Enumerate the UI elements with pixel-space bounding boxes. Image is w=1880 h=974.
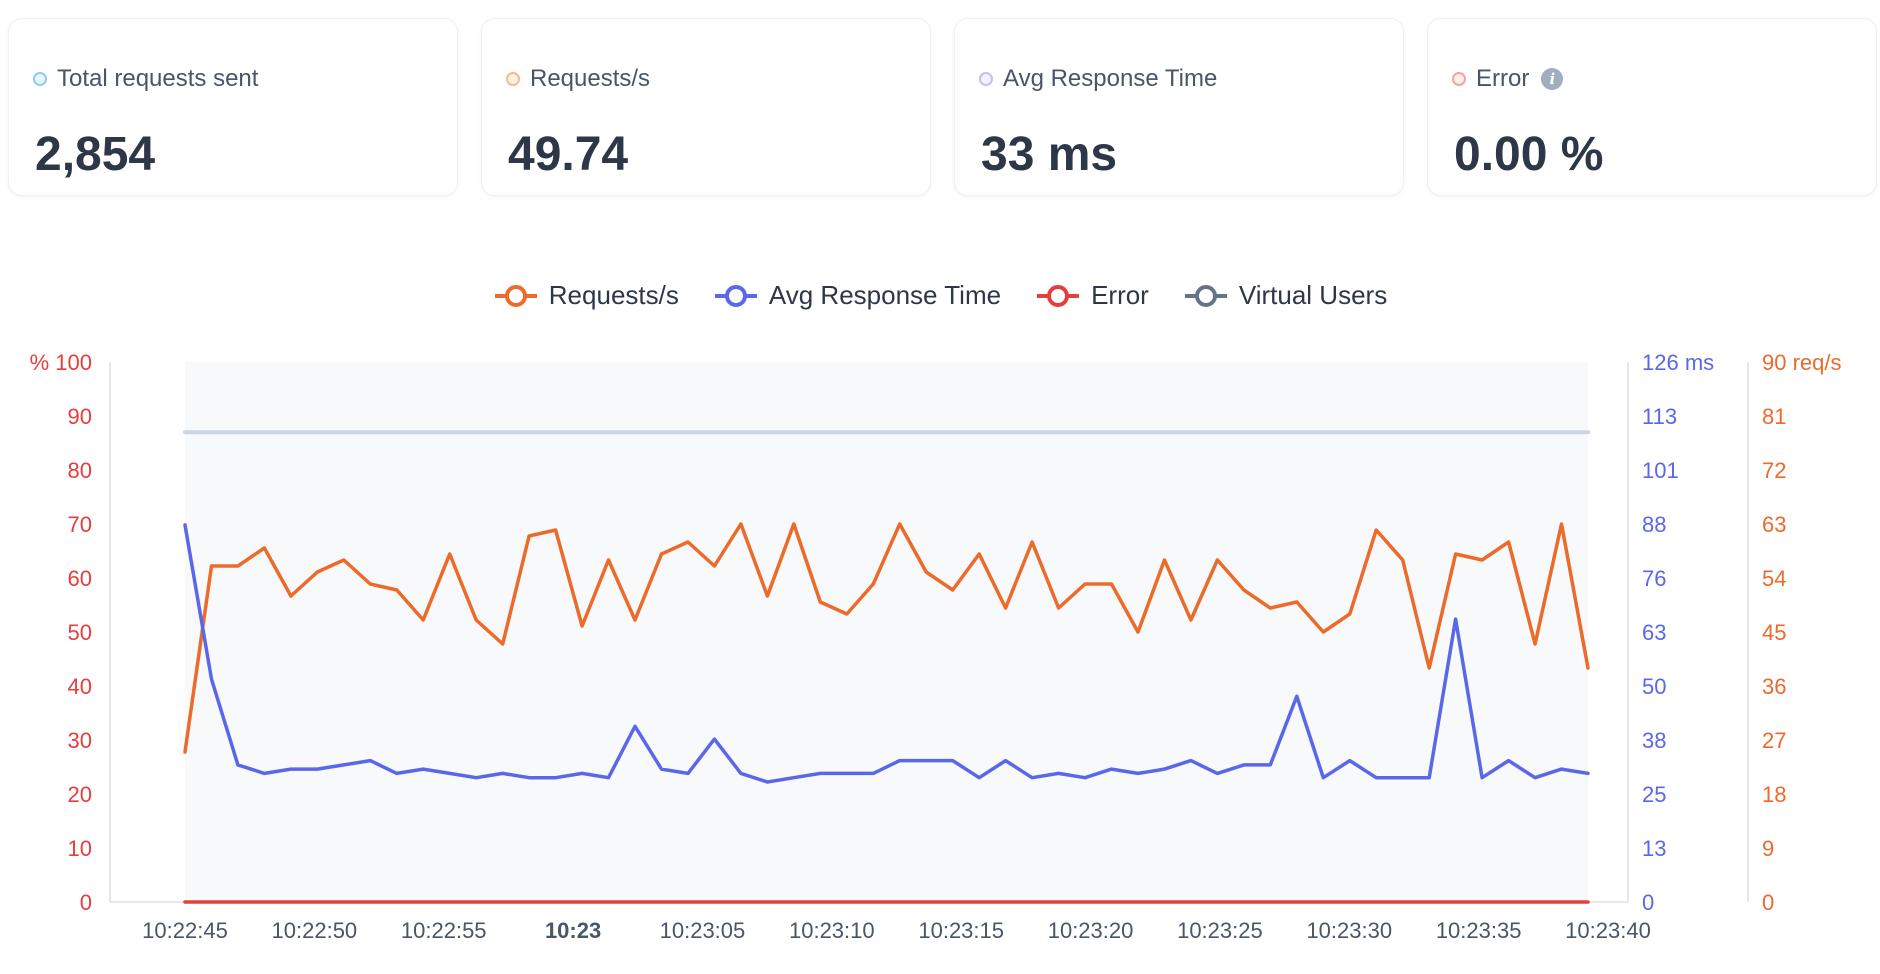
legend-item-requests[interactable]: Requests/s: [493, 280, 679, 311]
legend-marker-icon: [494, 284, 537, 307]
legend-label: Requests/s: [548, 280, 679, 310]
right-axis-reqs-tick-label: 9: [1762, 836, 1774, 861]
right-axis-reqs-tick-label: 63: [1762, 512, 1786, 537]
x-axis-tick-label: 10:23:25: [1177, 918, 1263, 943]
legend-item-virtual-users[interactable]: Virtual Users: [1183, 280, 1387, 311]
left-axis-tick-label: 20: [68, 782, 92, 807]
card-avg-response-time: Avg Response Time 33 ms: [954, 18, 1404, 196]
card-value: 0.00 %: [1454, 128, 1604, 181]
legend-label: Virtual Users: [1238, 280, 1388, 310]
x-axis-tick-label: 10:23:40: [1565, 918, 1651, 943]
right-axis-reqs-tick-label: 18: [1762, 782, 1786, 807]
legend-label: Error: [1091, 280, 1149, 310]
right-axis-reqs-tick-label: 54: [1762, 566, 1786, 591]
right-axis-ms-tick-label: 63: [1642, 620, 1666, 645]
x-axis-tick-label: 10:23:05: [660, 918, 746, 943]
card-value: 33 ms: [981, 128, 1118, 181]
card-header: Total requests sent: [33, 65, 258, 93]
right-axis-ms-tick-label: 13: [1642, 836, 1666, 861]
left-axis-tick-label: 40: [68, 674, 92, 699]
legend-label: Avg Response Time: [768, 280, 1002, 310]
legend-item-error[interactable]: Error: [1035, 280, 1149, 311]
left-axis-tick-label: 0: [80, 890, 92, 915]
right-axis-reqs-tick-label: 81: [1762, 404, 1786, 429]
x-axis-tick-label: 10:23:15: [918, 918, 1004, 943]
left-axis-tick-label: % 100: [30, 350, 92, 375]
card-total-requests: Total requests sent 2,854: [8, 18, 458, 196]
status-dot-icon: [506, 72, 520, 86]
right-axis-reqs-tick-label: 0: [1762, 890, 1774, 915]
right-axis-ms-tick-label: 88: [1642, 512, 1666, 537]
card-value: 49.74: [508, 128, 629, 181]
status-dot-icon: [33, 72, 47, 86]
right-axis-ms-tick-label: 0: [1642, 890, 1654, 915]
right-axis-ms-tick-label: 76: [1642, 566, 1666, 591]
right-axis-ms-tick-label: 126 ms: [1642, 350, 1714, 375]
right-axis-reqs-tick-label: 36: [1762, 674, 1786, 699]
stat-cards: Total requests sent 2,854 Requests/s 49.…: [0, 0, 1880, 210]
info-icon[interactable]: i: [1541, 68, 1564, 90]
left-axis-tick-label: 10: [68, 836, 92, 861]
right-axis-reqs-tick-label: 90 req/s: [1762, 350, 1842, 375]
card-title: Avg Response Time: [1003, 65, 1218, 92]
card-title: Error: [1476, 65, 1530, 92]
x-axis-tick-label: 10:23:35: [1436, 918, 1522, 943]
x-axis-tick-label: 10:23:10: [789, 918, 875, 943]
legend-marker-icon: [1184, 284, 1227, 307]
legend-marker-icon: [714, 284, 757, 307]
right-axis-reqs-tick-label: 27: [1762, 728, 1786, 753]
right-axis-ms-tick-label: 25: [1642, 782, 1666, 807]
card-title: Requests/s: [530, 65, 651, 92]
card-header: Avg Response Time: [979, 65, 1217, 93]
left-axis-tick-label: 70: [68, 512, 92, 537]
card-title: Total requests sent: [57, 65, 259, 92]
left-axis-tick-label: 60: [68, 566, 92, 591]
right-axis-ms-tick-label: 113: [1642, 404, 1677, 429]
status-dot-icon: [979, 72, 993, 86]
card-header: Error i: [1452, 65, 1564, 93]
card-error: Error i 0.00 %: [1427, 18, 1877, 196]
x-axis-tick-label: 10:23:30: [1306, 918, 1392, 943]
card-value: 2,854: [35, 128, 156, 181]
right-axis-reqs-tick-label: 45: [1762, 620, 1786, 645]
legend-item-avg-response-time[interactable]: Avg Response Time: [713, 280, 1001, 311]
x-axis-tick-label: 10:22:55: [401, 918, 487, 943]
x-axis-tick-label: 10:23: [545, 918, 601, 943]
right-axis-ms-tick-label: 38: [1642, 728, 1666, 753]
left-axis-tick-label: 90: [68, 404, 92, 429]
chart-legend: Requests/s Avg Response Time Error Virtu…: [0, 280, 1880, 311]
right-axis-reqs-tick-label: 72: [1762, 458, 1786, 483]
left-axis-tick-label: 50: [68, 620, 92, 645]
card-requests-per-second: Requests/s 49.74: [481, 18, 931, 196]
card-header: Requests/s: [506, 65, 650, 93]
series-line-avg-response-time: [183, 523, 1590, 784]
right-axis-ms-tick-label: 101: [1642, 458, 1679, 483]
status-dot-icon: [1452, 72, 1466, 86]
left-axis-tick-label: 30: [68, 728, 92, 753]
right-axis-ms-tick-label: 50: [1642, 674, 1666, 699]
x-axis-tick-label: 10:23:20: [1048, 918, 1134, 943]
plot-background: [185, 362, 1588, 902]
x-axis-tick-label: 10:22:45: [142, 918, 228, 943]
left-axis-tick-label: 80: [68, 458, 92, 483]
x-axis-tick-label: 10:22:50: [272, 918, 358, 943]
legend-marker-icon: [1037, 284, 1080, 307]
series-line-requests-s: [183, 522, 1590, 754]
